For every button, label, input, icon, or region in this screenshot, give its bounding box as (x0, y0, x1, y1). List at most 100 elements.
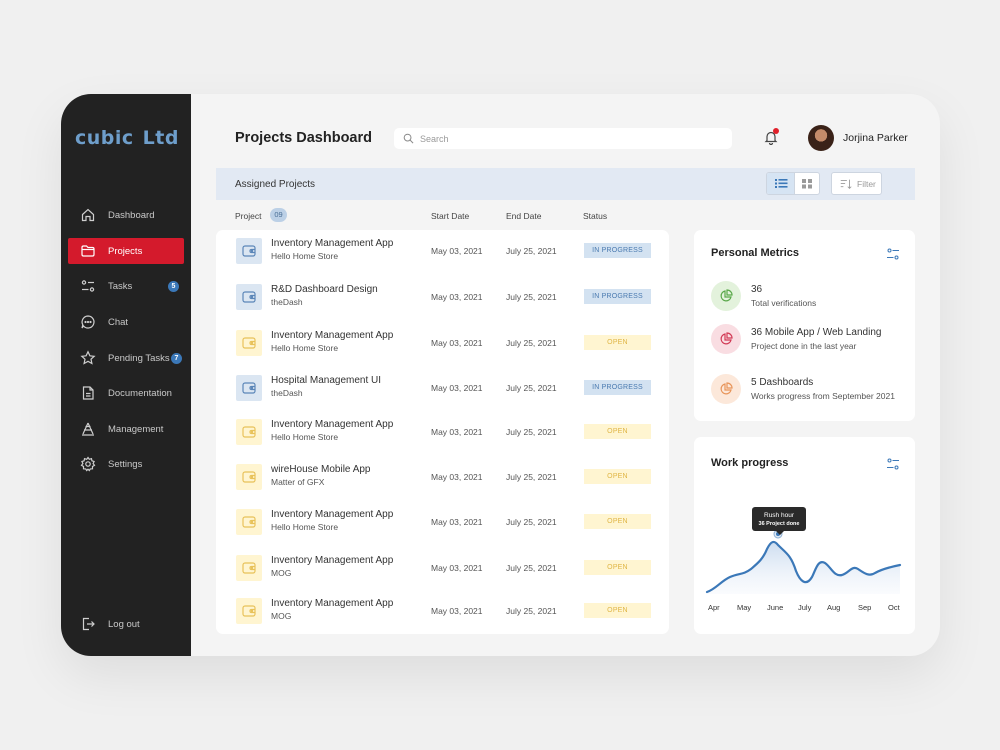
metric-title: 5 Dashboards (751, 377, 814, 388)
sidebar-item-pending-tasks[interactable]: Pending Tasks 7 (68, 345, 184, 371)
metric-subtitle: Works progress from September 2021 (751, 391, 895, 401)
table-row[interactable]: Hospital Management UI theDash May 03, 202… (216, 367, 669, 411)
avatar[interactable] (808, 125, 834, 151)
sidebar-item-label: Dashboard (108, 210, 155, 221)
end-date: July 25, 2021 (506, 338, 557, 348)
projects-list: Inventory Management App Hello Home Store… (216, 230, 669, 634)
settings-sliders-icon[interactable] (886, 457, 900, 471)
project-client: Hello Home Store (271, 522, 339, 532)
tasks-icon (80, 278, 96, 294)
status-badge: OPEN (584, 560, 651, 575)
sidebar-item-projects[interactable]: Projects (68, 238, 184, 264)
metric-item: 36 Total verifications (711, 281, 911, 313)
sidebar-item-chat[interactable]: Chat (68, 309, 184, 335)
folder-icon (80, 243, 96, 259)
column-header-start-date[interactable]: Start Date (431, 211, 470, 221)
pie-chart-icon (711, 324, 741, 354)
x-axis-label: Apr (708, 603, 720, 612)
notifications-button[interactable] (763, 128, 779, 146)
column-header-project[interactable]: Project (235, 211, 262, 221)
sidebar-item-label: Documentation (108, 388, 172, 399)
assigned-projects-toolbar: Assigned Projects Filter (216, 168, 915, 200)
status-badge: IN PROGRESS (584, 289, 651, 304)
table-row[interactable]: Inventory Management App Hello Home Store… (216, 230, 669, 274)
wallet-icon (236, 330, 262, 356)
grid-view-button[interactable] (795, 173, 819, 194)
list-view-icon (775, 179, 788, 188)
metric-title: 36 (751, 284, 763, 295)
personal-metrics-title: Personal Metrics (711, 247, 800, 259)
table-row[interactable]: Inventory Management App Hello Home Store… (216, 501, 669, 545)
list-view-button[interactable] (767, 173, 795, 194)
sidebar-item-documentation[interactable]: Documentation (68, 380, 184, 406)
grid-view-icon (802, 179, 812, 189)
settings-sliders-icon[interactable] (886, 247, 900, 261)
brand-logo[interactable]: cubic Ltd (75, 127, 179, 149)
home-icon (80, 207, 96, 223)
logout-button[interactable]: Log out (68, 611, 184, 637)
work-progress-area (707, 541, 900, 594)
sidebar-item-management[interactable]: Management (68, 416, 184, 442)
x-axis-label: July (798, 603, 812, 612)
wallet-icon (236, 238, 262, 264)
filter-button[interactable]: Filter (831, 172, 882, 195)
tasks-count-badge: 5 (168, 281, 179, 292)
wallet-icon (236, 464, 262, 490)
start-date: May 03, 2021 (431, 427, 483, 437)
metric-title: 36 Mobile App / Web Landing (751, 327, 882, 338)
project-client: MOG (271, 611, 292, 621)
sidebar-item-settings[interactable]: Settings (68, 451, 184, 477)
start-date: May 03, 2021 (431, 246, 483, 256)
metric-subtitle: Project done in the last year (751, 341, 857, 351)
view-toggle (766, 172, 820, 195)
status-badge: IN PROGRESS (584, 380, 651, 395)
management-icon (80, 421, 96, 437)
sidebar-item-label: Pending Tasks (108, 353, 170, 364)
sidebar-item-dashboard[interactable]: Dashboard (68, 202, 184, 228)
start-date: May 03, 2021 (431, 517, 483, 527)
rush-hour-tooltip: Rush hour 36 Project done (752, 507, 806, 535)
search-bar[interactable] (394, 128, 732, 149)
table-row[interactable]: R&D Dashboard Design theDash May 03, 2021 J… (216, 276, 669, 320)
search-icon (403, 133, 414, 144)
wallet-icon (236, 555, 262, 581)
project-name: Hospital Management UI (271, 375, 382, 386)
wallet-icon (236, 598, 262, 624)
metric-item: 5 Dashboards Works progress from Septembe… (711, 374, 911, 406)
status-badge: OPEN (584, 424, 651, 439)
star-icon (80, 350, 96, 366)
project-client: Matter of GFX (271, 477, 325, 487)
page-title: Projects Dashboard (235, 130, 372, 146)
user-name[interactable]: Jorjina Parker (843, 132, 908, 144)
end-date: July 25, 2021 (506, 606, 557, 616)
start-date: May 03, 2021 (431, 338, 483, 348)
sidebar-item-tasks[interactable]: Tasks 5 (68, 273, 184, 299)
table-row[interactable]: Inventory Management App Hello Home Store… (216, 411, 669, 455)
end-date: July 25, 2021 (506, 563, 557, 573)
search-input[interactable] (420, 131, 720, 146)
table-row[interactable]: wireHouse Mobile App Matter of GFX May 03,… (216, 456, 669, 500)
column-header-end-date[interactable]: End Date (506, 211, 542, 221)
table-row[interactable]: Inventory Management App MOG May 03, 2021 J… (216, 590, 669, 634)
x-axis-label: June (767, 603, 784, 612)
start-date: May 03, 2021 (431, 606, 483, 616)
end-date: July 25, 2021 (506, 472, 557, 482)
column-header-status[interactable]: Status (583, 211, 608, 221)
status-badge: IN PROGRESS (584, 243, 651, 258)
sidebar-item-label: Chat (108, 317, 129, 328)
table-row[interactable]: Inventory Management App Hello Home Store… (216, 322, 669, 366)
project-client: Hello Home Store (271, 251, 339, 261)
sidebar-item-label: Tasks (108, 281, 133, 292)
sidebar: cubic Ltd Dashboard Projects Tasks 5 (61, 94, 191, 656)
chat-icon (80, 314, 96, 330)
personal-metrics-card: Personal Metrics 36 Total verifications 36… (694, 230, 915, 421)
project-client: theDash (271, 297, 303, 307)
status-badge: OPEN (584, 514, 651, 529)
assigned-projects-title: Assigned Projects (235, 179, 316, 190)
project-name: Inventory Management App (271, 330, 394, 341)
table-row[interactable]: Inventory Management App MOG May 03, 2021 J… (216, 547, 669, 591)
filter-label: Filter (857, 179, 876, 189)
document-icon (80, 385, 96, 401)
app-window: cubic Ltd Dashboard Projects Tasks 5 (61, 94, 940, 656)
sidebar-item-label: Settings (108, 459, 143, 470)
